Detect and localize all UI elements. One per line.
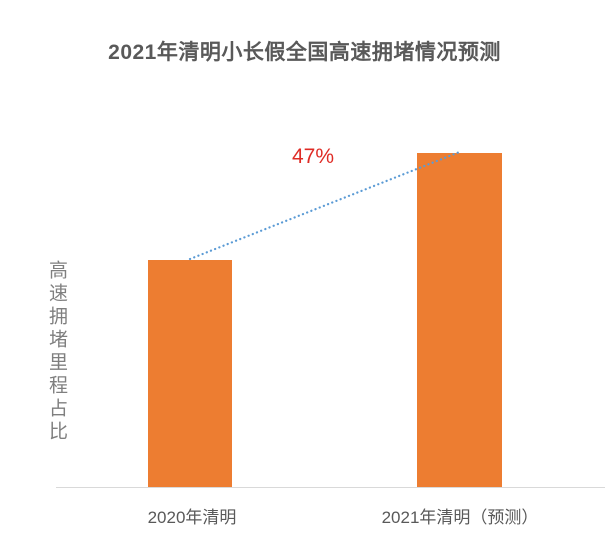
chart-title: 2021年清明小长假全国高速拥堵情况预测 [108, 41, 501, 64]
bar-2021-forecast [417, 153, 502, 488]
y-axis-label: 高速拥堵里程占比 [46, 260, 67, 444]
x-axis-label-2020: 2020年清明 [147, 508, 237, 527]
x-axis-label-2021: 2021年清明（预测） [381, 508, 539, 527]
growth-annotation: 47% [292, 145, 335, 168]
x-axis-line [56, 487, 605, 488]
bar-2020 [148, 260, 232, 488]
